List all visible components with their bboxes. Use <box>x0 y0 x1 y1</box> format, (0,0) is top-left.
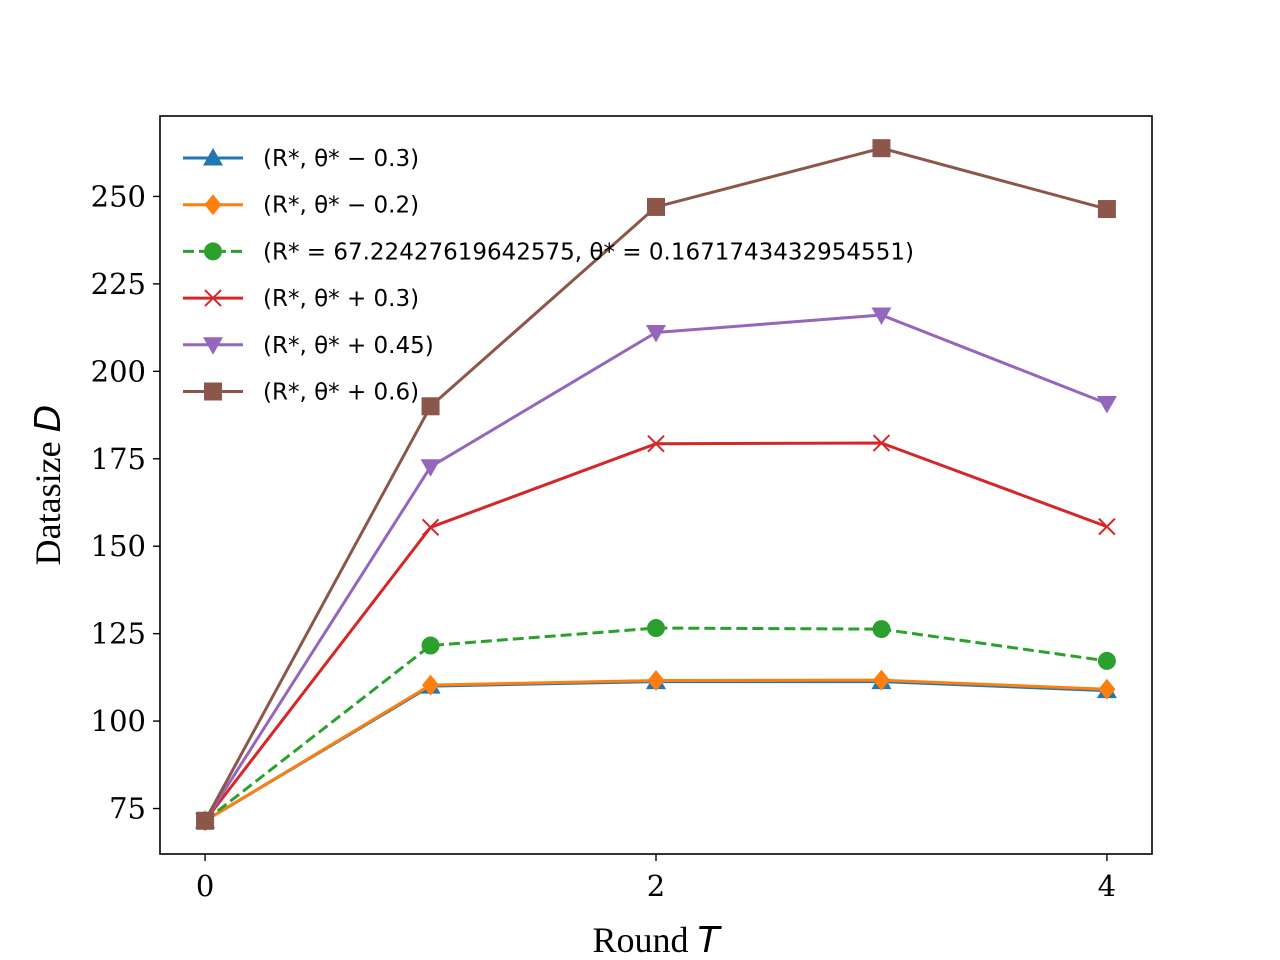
series-layer <box>195 139 1117 832</box>
data-point-marker <box>872 620 891 639</box>
y-axis-ticks: 75 100 125 150 175 200 225 250 <box>91 179 160 826</box>
series-2 <box>196 669 1116 832</box>
y-tick-label: 100 <box>91 704 146 738</box>
data-point-marker <box>647 670 665 692</box>
data-point-marker <box>872 669 890 691</box>
data-point-marker <box>204 194 222 216</box>
data-point-marker <box>1097 200 1116 219</box>
legend-label: (R* = 67.22427619642575, θ* = 0.16717434… <box>263 239 914 265</box>
data-point-marker <box>871 307 892 326</box>
data-point-marker <box>420 459 441 477</box>
x-axis-ticks: 0 2 4 <box>196 854 1116 903</box>
data-point-marker <box>422 674 440 696</box>
y-tick-label: 200 <box>91 354 146 388</box>
data-point-marker <box>203 337 223 355</box>
y-tick-label: 250 <box>91 179 146 213</box>
legend-entry: (R*, θ* + 0.45) <box>183 333 434 359</box>
data-point-marker <box>204 242 222 261</box>
legend-label: (R*, θ* + 0.3) <box>263 286 419 312</box>
data-point-marker <box>1098 517 1116 536</box>
series-6 <box>196 139 1116 830</box>
data-point-marker <box>872 139 891 158</box>
data-point-marker <box>421 518 440 537</box>
data-point-marker <box>1098 678 1116 700</box>
legend-entry: (R*, θ* + 0.6) <box>183 380 419 406</box>
data-point-marker <box>647 435 665 453</box>
legend-entry: (R*, θ* − 0.3) <box>183 146 419 172</box>
data-point-marker <box>1096 396 1117 414</box>
legend-entry: (R*, θ* − 0.2) <box>183 193 419 219</box>
legend-entry: (R*, θ* + 0.3) <box>183 286 419 312</box>
legend-label: (R*, θ* + 0.45) <box>263 333 434 359</box>
x-tick-label: 2 <box>647 869 665 903</box>
y-tick-label: 125 <box>91 617 146 651</box>
y-tick-label: 175 <box>91 442 146 476</box>
y-tick-label: 225 <box>91 267 146 301</box>
data-point-marker <box>647 197 665 216</box>
data-point-marker <box>647 619 665 638</box>
data-point-marker <box>872 434 891 452</box>
legend-label: (R*, θ* − 0.3) <box>263 146 419 172</box>
data-point-marker <box>1097 651 1116 670</box>
data-point-marker <box>204 382 222 401</box>
legend-entry: (R* = 67.22427619642575, θ* = 0.16717434… <box>183 239 914 265</box>
data-point-marker <box>196 811 215 830</box>
y-axis-label: Datasize D <box>28 405 69 566</box>
legend: (R*, θ* − 0.3) (R*, θ* − 0.2) (R* = 67.224… <box>183 146 914 406</box>
legend-label: (R*, θ* − 0.2) <box>263 193 419 219</box>
x-tick-label: 0 <box>196 869 214 903</box>
data-point-marker <box>204 289 222 307</box>
y-tick-label: 75 <box>109 792 146 826</box>
x-tick-label: 4 <box>1098 869 1116 903</box>
legend-label: (R*, θ* + 0.6) <box>263 380 419 406</box>
data-point-marker <box>421 397 440 416</box>
data-point-marker <box>203 148 223 166</box>
x-axis-label: Round T <box>592 920 722 960</box>
data-point-marker <box>646 325 666 343</box>
y-tick-label: 150 <box>91 529 146 563</box>
data-point-marker <box>421 636 440 655</box>
